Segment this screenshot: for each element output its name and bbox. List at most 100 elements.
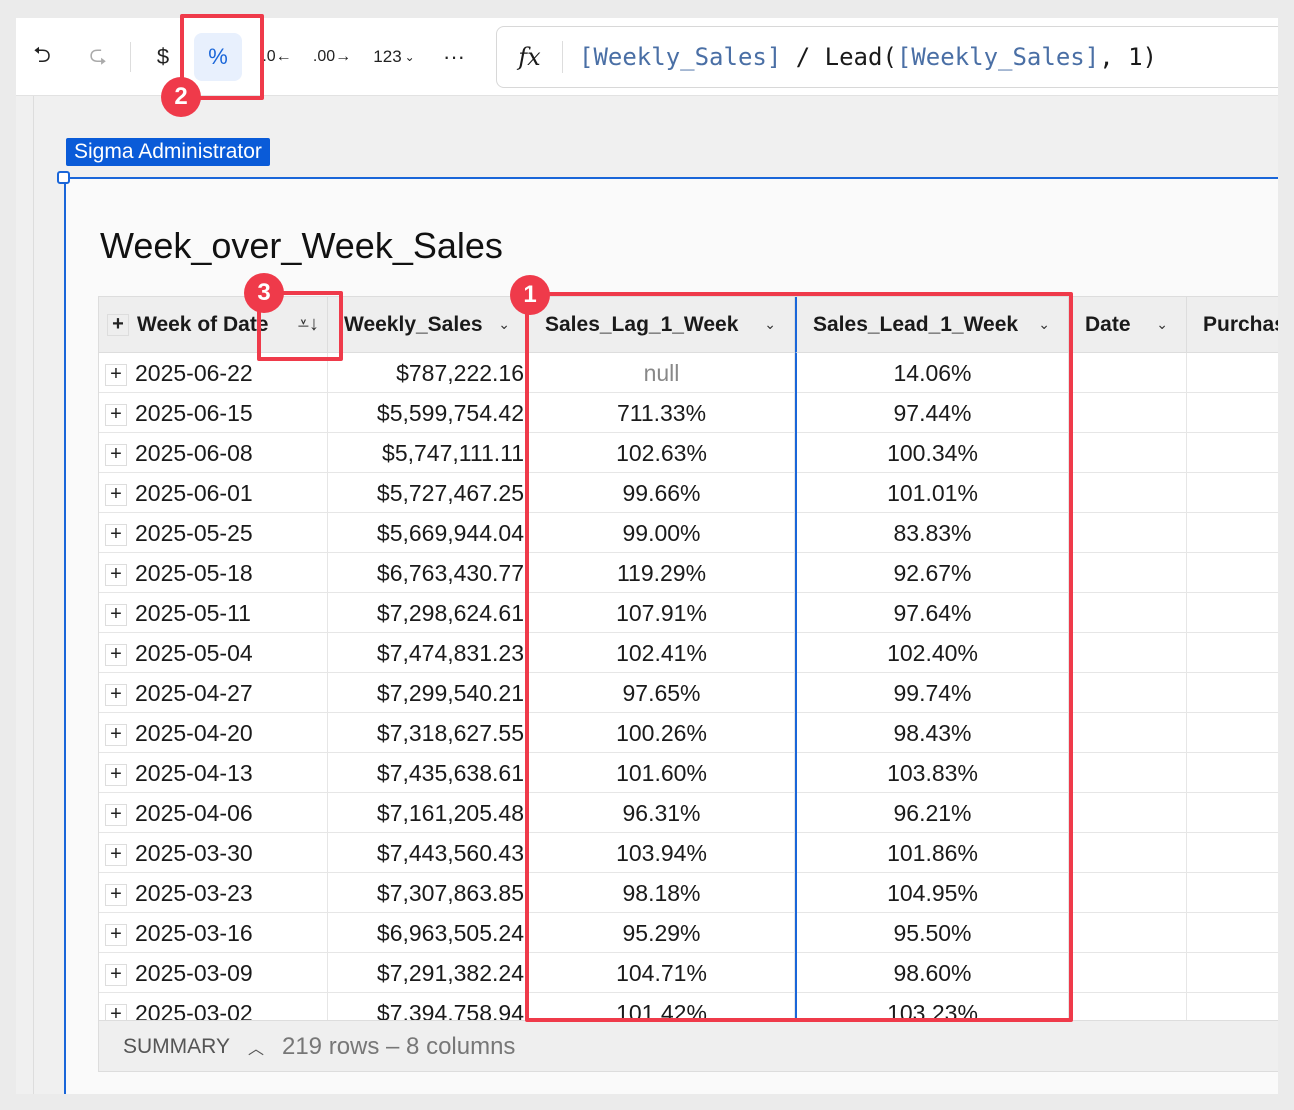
table-cell[interactable]: 102.41% — [529, 633, 795, 673]
table-cell[interactable] — [1187, 393, 1278, 433]
expand-row-icon[interactable]: + — [105, 923, 127, 946]
table-cell[interactable]: 99.00% — [529, 513, 795, 553]
table-cell[interactable]: +2025-04-27 — [99, 673, 328, 713]
table-cell[interactable]: +2025-04-06 — [99, 793, 328, 833]
more-options-button[interactable]: ··· — [443, 44, 465, 69]
table-cell[interactable]: +2025-05-11 — [99, 593, 328, 633]
table-cell[interactable] — [1187, 673, 1278, 713]
column-header[interactable]: Date ⌄ — [1069, 297, 1187, 353]
table-row[interactable]: +2025-04-13 $7,435,638.61 101.60% 103.83% — [99, 753, 1278, 793]
table-cell[interactable]: $7,318,627.55 — [328, 713, 529, 753]
expand-row-icon[interactable]: + — [105, 763, 127, 786]
table-row[interactable]: +2025-06-22 $787,222.16 null 14.06% — [99, 353, 1278, 393]
table-cell[interactable]: $7,291,382.24 — [328, 953, 529, 993]
chevron-up-icon[interactable]: ︿ — [247, 1040, 264, 1058]
percent-format-button[interactable]: % — [194, 33, 242, 81]
table-cell[interactable] — [1069, 753, 1187, 793]
table-row[interactable]: +2025-05-25 $5,669,944.04 99.00% 83.83% — [99, 513, 1278, 553]
table-row[interactable]: +2025-04-06 $7,161,205.48 96.31% 96.21% — [99, 793, 1278, 833]
expand-row-icon[interactable]: + — [105, 363, 127, 386]
table-cell[interactable] — [1069, 873, 1187, 913]
table-cell[interactable]: 96.31% — [529, 793, 795, 833]
table-cell[interactable] — [1069, 793, 1187, 833]
table-cell[interactable]: 103.94% — [529, 833, 795, 873]
table-cell[interactable]: 92.67% — [795, 553, 1069, 593]
number-format-dropdown[interactable]: 123 ⌄ — [368, 38, 420, 76]
table-row[interactable]: +2025-05-11 $7,298,624.61 107.91% 97.64% — [99, 593, 1278, 633]
table-element[interactable]: Week_over_Week_Sales + Week of Date ⩡↓ Week… — [64, 177, 1278, 1094]
expand-row-icon[interactable]: + — [105, 963, 127, 986]
table-cell[interactable] — [1187, 353, 1278, 393]
table-cell[interactable] — [1187, 833, 1278, 873]
table-cell[interactable] — [1187, 553, 1278, 593]
table-cell[interactable]: +2025-03-23 — [99, 873, 328, 913]
table-cell[interactable]: 101.01% — [795, 473, 1069, 513]
formula-text[interactable]: [Weekly_Sales] / Lead([Weekly_Sales], 1) — [563, 43, 1157, 71]
table-cell[interactable]: +2025-04-13 — [99, 753, 328, 793]
expand-row-icon[interactable]: + — [105, 563, 127, 586]
table-cell[interactable]: 99.74% — [795, 673, 1069, 713]
chevron-down-icon[interactable]: ⌄ — [764, 316, 776, 332]
table-cell[interactable] — [1187, 433, 1278, 473]
table-cell[interactable] — [1187, 913, 1278, 953]
expand-icon[interactable]: + — [107, 313, 129, 336]
expand-row-icon[interactable]: + — [105, 483, 127, 506]
sort-descending-icon[interactable]: ⩡↓ — [297, 313, 319, 335]
table-cell[interactable] — [1187, 473, 1278, 513]
table-row[interactable]: +2025-03-23 $7,307,863.85 98.18% 104.95% — [99, 873, 1278, 913]
table-cell[interactable]: $6,963,505.24 — [328, 913, 529, 953]
table-cell[interactable] — [1069, 993, 1187, 1033]
table-cell[interactable]: 102.63% — [529, 433, 795, 473]
table-cell[interactable]: 102.40% — [795, 633, 1069, 673]
column-header[interactable]: Purchase — [1187, 297, 1278, 353]
table-cell[interactable]: 99.66% — [529, 473, 795, 513]
table-cell[interactable] — [1187, 873, 1278, 913]
table-row[interactable]: +2025-06-15 $5,599,754.42 711.33% 97.44% — [99, 393, 1278, 433]
table-cell[interactable]: 97.65% — [529, 673, 795, 713]
table-cell[interactable]: 101.86% — [795, 833, 1069, 873]
table-row[interactable]: +2025-03-30 $7,443,560.43 103.94% 101.86% — [99, 833, 1278, 873]
table-cell[interactable] — [1187, 633, 1278, 673]
table-cell[interactable]: 95.29% — [529, 913, 795, 953]
table-cell[interactable]: 96.21% — [795, 793, 1069, 833]
table-cell[interactable] — [1069, 913, 1187, 953]
table-cell[interactable]: $7,299,540.21 — [328, 673, 529, 713]
table-cell[interactable] — [1187, 953, 1278, 993]
expand-row-icon[interactable]: + — [105, 403, 127, 426]
table-cell[interactable] — [1069, 433, 1187, 473]
expand-row-icon[interactable]: + — [105, 803, 127, 826]
expand-row-icon[interactable]: + — [105, 643, 127, 666]
table-cell[interactable]: +2025-06-15 — [99, 393, 328, 433]
table-cell[interactable]: $787,222.16 — [328, 353, 529, 393]
table-cell[interactable] — [1187, 593, 1278, 633]
table-cell[interactable]: $5,599,754.42 — [328, 393, 529, 433]
table-cell[interactable]: +2025-03-09 — [99, 953, 328, 993]
table-cell[interactable]: 97.44% — [795, 393, 1069, 433]
table-cell[interactable]: +2025-06-22 — [99, 353, 328, 393]
table-cell[interactable] — [1069, 353, 1187, 393]
table-row[interactable]: +2025-03-09 $7,291,382.24 104.71% 98.60% — [99, 953, 1278, 993]
chevron-down-icon[interactable]: ⌄ — [1038, 316, 1050, 332]
table-cell[interactable] — [1069, 633, 1187, 673]
table-cell[interactable]: +2025-03-30 — [99, 833, 328, 873]
table-cell[interactable]: 95.50% — [795, 913, 1069, 953]
table-cell[interactable] — [1187, 513, 1278, 553]
table-cell[interactable] — [1187, 793, 1278, 833]
expand-row-icon[interactable]: + — [105, 723, 127, 746]
table-row[interactable]: +2025-03-16 $6,963,505.24 95.29% 95.50% — [99, 913, 1278, 953]
table-cell[interactable]: $7,435,638.61 — [328, 753, 529, 793]
table-cell[interactable] — [1069, 953, 1187, 993]
redo-icon[interactable]: ⮎ — [89, 42, 107, 67]
table-cell[interactable] — [1069, 393, 1187, 433]
table-cell[interactable]: $6,763,430.77 — [328, 553, 529, 593]
table-cell[interactable]: 100.26% — [529, 713, 795, 753]
expand-row-icon[interactable]: + — [105, 603, 127, 626]
table-cell[interactable]: +2025-04-20 — [99, 713, 328, 753]
expand-row-icon[interactable]: + — [105, 883, 127, 906]
table-cell[interactable]: +2025-05-25 — [99, 513, 328, 553]
table-cell[interactable] — [1069, 513, 1187, 553]
expand-row-icon[interactable]: + — [105, 683, 127, 706]
table-cell[interactable]: 101.60% — [529, 753, 795, 793]
table-cell[interactable]: 119.29% — [529, 553, 795, 593]
summary-bar[interactable]: SUMMARY ︿ 219 rows – 8 columns — [99, 1020, 1278, 1071]
